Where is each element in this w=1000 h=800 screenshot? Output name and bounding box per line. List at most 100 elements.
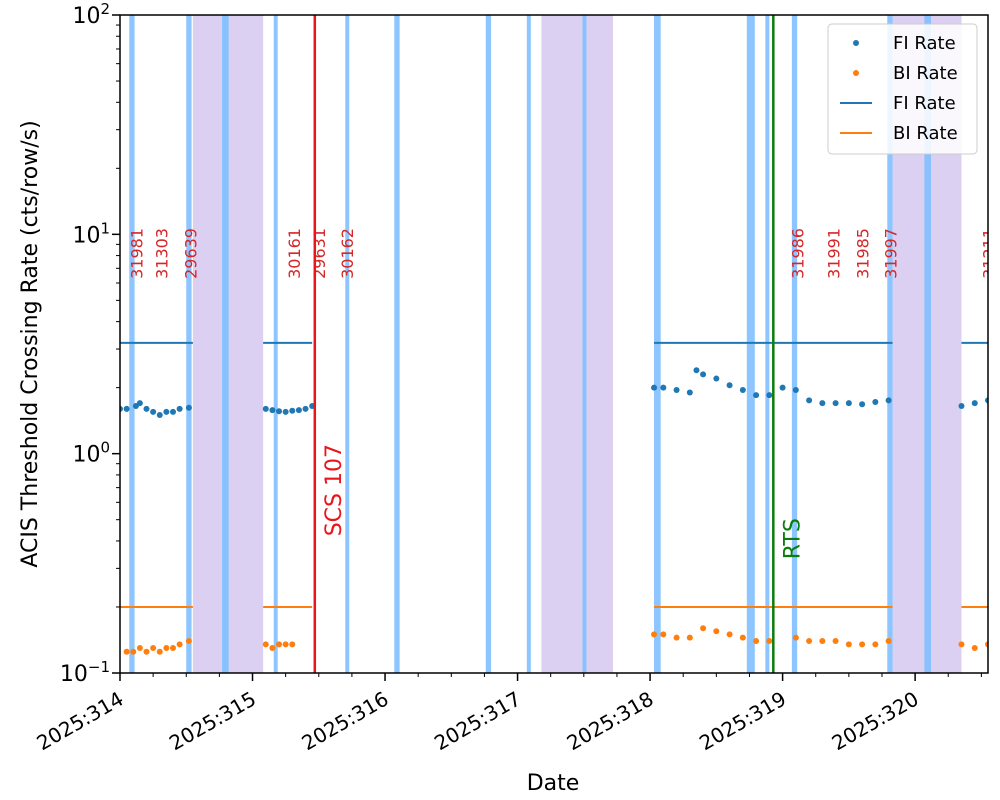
obsid-label: 29631 (310, 228, 329, 279)
perigee-band (765, 15, 770, 673)
obsid-label: 31997 (881, 228, 900, 279)
data-point (753, 392, 760, 399)
data-point (163, 645, 170, 652)
data-point (289, 641, 296, 648)
data-point (713, 375, 720, 382)
obsid-label: 31981 (127, 228, 146, 279)
data-point (295, 407, 302, 414)
y-tick-label: 10−1 (60, 658, 110, 687)
data-point (819, 637, 826, 644)
data-point (136, 400, 143, 407)
data-point (885, 637, 892, 644)
data-point (971, 400, 978, 407)
legend: FI Rate BI Rate FI Rate BI Rate (827, 23, 978, 155)
obsid-label: 31303 (152, 228, 171, 279)
data-point (660, 384, 667, 391)
obsid-label: 30162 (338, 228, 357, 279)
data-point (262, 405, 269, 412)
data-point (971, 645, 978, 652)
data-point (185, 637, 192, 644)
obsid-label: 31986 (789, 228, 808, 279)
data-point (859, 401, 866, 408)
event-line-label: RTS (780, 518, 805, 559)
data-point (156, 412, 163, 419)
data-point (766, 392, 773, 399)
perigee-band (582, 15, 587, 673)
perigee-band (924, 15, 932, 673)
x-tick-label: 2025:320 (828, 687, 923, 756)
data-point (143, 405, 150, 412)
event-lines: SCS 107 RTS (313, 15, 805, 673)
obsid-label: 30161 (285, 228, 304, 279)
legend-label: FI Rate (893, 33, 956, 54)
y-tick-label: 102 (72, 0, 110, 29)
shaded-region (541, 15, 613, 673)
data-point (156, 648, 163, 655)
data-point (713, 628, 720, 635)
data-point (885, 397, 892, 404)
plot-frame (119, 14, 989, 674)
data-point (176, 405, 183, 412)
data-point (673, 634, 680, 641)
data-point (806, 637, 813, 644)
perigee-band (222, 15, 229, 673)
data-point (859, 641, 866, 648)
legend-label: BI Rate (893, 63, 958, 84)
data-point (289, 407, 296, 414)
data-point (726, 631, 733, 638)
data-point (262, 641, 269, 648)
legend-marker (853, 40, 859, 46)
perigee-band (887, 15, 893, 673)
y-axis-label: ACIS Threshold Crossing Rate (cts/row/s) (18, 120, 43, 567)
data-point (832, 637, 839, 644)
perigee-band (654, 15, 661, 673)
obsid-label: 31985 (853, 228, 872, 279)
perigee-band (129, 15, 135, 673)
perigee-band (394, 15, 400, 673)
obsid-label: 31991 (824, 228, 843, 279)
y-tick-label: 100 (72, 439, 110, 468)
obsid-label: 29639 (182, 228, 201, 279)
perigee-band (746, 15, 755, 673)
data-point (832, 400, 839, 407)
data-point (170, 645, 177, 652)
x-tick-label: 2025:318 (563, 687, 658, 756)
x-tick-label: 2025:317 (430, 687, 525, 756)
data-point (651, 631, 658, 638)
data-point (753, 637, 760, 644)
legend-box (827, 23, 978, 155)
data-point (766, 637, 773, 644)
x-tick-label: 2025:316 (298, 687, 393, 756)
data-point (269, 645, 276, 652)
legend-label: BI Rate (893, 123, 958, 144)
data-point (673, 387, 680, 394)
data-point (700, 625, 707, 632)
data-point (792, 634, 799, 641)
legend-label: FI Rate (893, 93, 956, 114)
data-point (686, 634, 693, 641)
data-point (302, 405, 309, 412)
data-point (779, 384, 786, 391)
data-point (686, 389, 693, 396)
data-point (739, 634, 746, 641)
data-point (660, 631, 667, 638)
data-point (123, 648, 130, 655)
event-line-label: SCS 107 (322, 444, 347, 536)
data-point (123, 405, 130, 412)
data-point (170, 408, 177, 415)
data-point (739, 387, 746, 394)
data-point (845, 641, 852, 648)
perigee-band (345, 15, 350, 673)
data-point (872, 641, 879, 648)
x-tick-label: 2025:315 (165, 687, 260, 756)
data-point (185, 404, 192, 411)
data-point (726, 382, 733, 389)
data-point (130, 648, 137, 655)
data-point (958, 641, 965, 648)
data-point (845, 400, 852, 407)
data-point (806, 397, 813, 404)
perigee-band (273, 15, 278, 673)
data-point (269, 407, 276, 414)
data-point (700, 371, 707, 378)
